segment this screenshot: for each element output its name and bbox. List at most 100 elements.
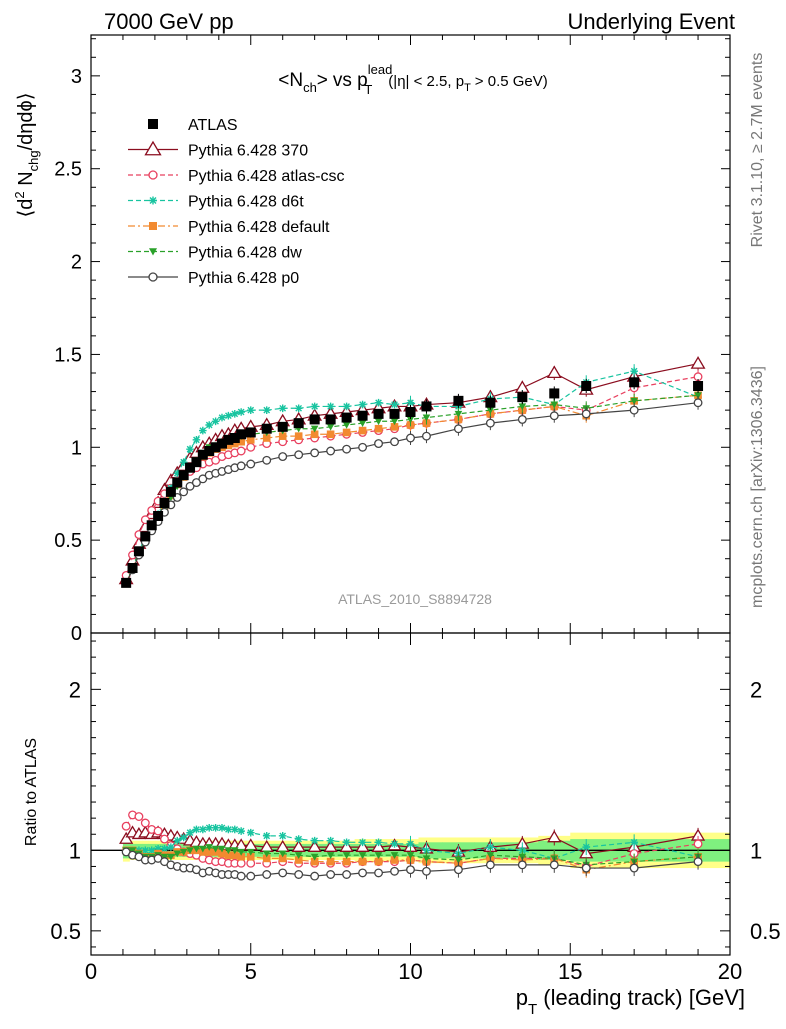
data-point [517,392,528,403]
data-point [185,481,195,491]
ratio-point [453,865,463,875]
data-point [165,486,176,497]
data-point [549,388,560,399]
ratio-point [310,853,319,861]
ratio-point [358,838,367,847]
data-point [389,408,400,419]
data-point [246,459,256,469]
data-point [326,402,335,411]
data-point [216,438,227,449]
ratio-point [262,832,271,840]
data-point [390,437,399,447]
legend-item: ATLAS [148,117,238,134]
ratio-point [278,854,287,863]
series-atlas [121,375,704,588]
ratio-point [236,871,246,881]
x-axis-label: pT (leading track) [GeV] [516,985,745,1018]
data-point [341,412,352,423]
x-tick-label: 0 [85,959,97,984]
ratio-point [186,847,194,855]
data-point [173,469,182,478]
ratio-point [278,832,287,840]
data-point [374,418,383,426]
legend-marker [149,248,157,256]
ratio-point [211,845,220,853]
data-point [390,423,399,431]
data-point [185,462,196,473]
data-point [326,423,335,431]
data-point [629,405,639,415]
header-right: Underlying Event [567,9,735,34]
ratio-line [126,827,699,860]
data-point [191,478,201,488]
main-y-tick-label: 1 [71,437,82,459]
ratio-point [199,845,207,853]
ratio-point [134,812,144,821]
data-point [172,477,183,488]
main-y-tick-label: 2.5 [54,159,82,181]
data-point [693,398,703,408]
ratio-point [179,833,188,842]
ratio-point [218,824,226,832]
ratio-series-pythia-6-428-370 [119,825,706,862]
ratio-point [246,828,255,837]
x-tick-label: 10 [398,959,422,984]
data-point [294,404,303,413]
legend-item: Pythia 6.428 p0 [128,270,299,287]
data-point [358,420,367,427]
ratio-point [342,857,351,866]
main-y-tick-label: 1.5 [54,344,82,366]
legend-marker [149,222,157,230]
data-point [236,461,246,471]
data-point [373,408,384,419]
data-point [518,403,527,411]
data-point [127,563,138,573]
data-point [246,436,255,444]
data-point [179,487,189,497]
legend-marker [148,119,158,129]
data-point [326,430,335,439]
ratio-point [230,851,239,859]
ratio-point [192,825,201,834]
data-point [358,426,367,435]
ratio-point [128,847,137,855]
ratio-point [326,857,335,866]
data-point [374,439,383,449]
data-point [218,413,226,422]
ratio-point [205,848,214,856]
data-point [191,457,202,468]
data-point [278,452,288,462]
ratio-point [121,821,131,831]
ratio-point [230,825,239,834]
series-line [125,394,699,584]
data-point [485,397,496,408]
data-point [406,416,415,424]
data-point [357,410,368,421]
ratio-point [358,857,367,866]
data-point [197,449,208,460]
ratio-point [211,824,220,832]
legend-label: Pythia 6.428 atlas-csc [188,168,345,185]
ratio-point [358,852,367,859]
ratio-point [358,868,368,878]
ratio-point [390,840,399,848]
data-point [485,418,495,428]
data-point [390,400,399,409]
ratio-point [278,850,287,858]
ratio-point [224,851,233,859]
data-point [224,411,233,420]
data-point [262,434,271,442]
data-point [342,444,352,454]
ratio-point [179,848,188,856]
ratio-point [582,843,591,851]
legend-item: Pythia 6.428 dw [128,245,302,262]
ratio-point [326,836,335,845]
data-point [229,433,240,443]
data-point [310,430,319,439]
data-point [342,421,351,429]
data-point [211,455,221,465]
ratio-point [262,850,271,858]
ratio-point [153,826,163,836]
ratio-point [342,852,351,859]
ratio-point [246,852,255,861]
